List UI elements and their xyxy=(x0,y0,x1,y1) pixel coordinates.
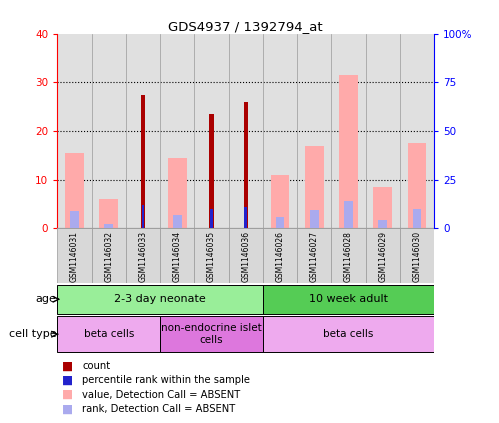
Text: count: count xyxy=(82,361,110,371)
Bar xyxy=(331,34,366,228)
Bar xyxy=(65,153,84,228)
Bar xyxy=(413,209,421,228)
Text: 10 week adult: 10 week adult xyxy=(309,294,388,304)
Text: 2-3 day neonate: 2-3 day neonate xyxy=(114,294,206,304)
Text: value, Detection Call = ABSENT: value, Detection Call = ABSENT xyxy=(82,390,241,400)
Text: GSM1146028: GSM1146028 xyxy=(344,231,353,282)
Bar xyxy=(331,228,366,283)
Text: cell type: cell type xyxy=(9,329,57,339)
Text: GSM1146030: GSM1146030 xyxy=(413,231,422,282)
Bar xyxy=(263,316,434,352)
Text: GSM1146033: GSM1146033 xyxy=(139,231,148,282)
Bar xyxy=(126,34,160,228)
Bar xyxy=(173,215,182,228)
Text: beta cells: beta cells xyxy=(83,329,134,339)
Text: rank, Detection Call = ABSENT: rank, Detection Call = ABSENT xyxy=(82,404,236,414)
Bar xyxy=(276,217,284,228)
Text: GSM1146032: GSM1146032 xyxy=(104,231,113,282)
Text: beta cells: beta cells xyxy=(323,329,374,339)
Bar xyxy=(142,205,144,228)
Bar xyxy=(57,285,263,313)
Bar xyxy=(126,228,160,283)
Bar xyxy=(195,34,229,228)
Text: GSM1146034: GSM1146034 xyxy=(173,231,182,282)
Bar xyxy=(310,210,318,228)
Text: GSM1146036: GSM1146036 xyxy=(241,231,250,282)
Bar xyxy=(210,209,213,228)
Bar xyxy=(229,228,263,283)
Text: GSM1146035: GSM1146035 xyxy=(207,231,216,282)
Bar xyxy=(160,34,195,228)
Bar xyxy=(408,143,427,228)
Bar xyxy=(244,102,248,228)
Text: GSM1146031: GSM1146031 xyxy=(70,231,79,282)
Bar xyxy=(229,34,263,228)
Bar xyxy=(339,75,358,228)
Bar xyxy=(70,211,79,228)
Text: ■: ■ xyxy=(62,388,73,401)
Bar xyxy=(160,228,195,283)
Text: ■: ■ xyxy=(62,374,73,387)
Bar xyxy=(92,228,126,283)
Text: ■: ■ xyxy=(62,403,73,415)
Bar xyxy=(263,34,297,228)
Text: GSM1146029: GSM1146029 xyxy=(378,231,387,282)
Bar xyxy=(400,228,434,283)
Bar xyxy=(263,285,434,313)
Text: non-endocrine islet
cells: non-endocrine islet cells xyxy=(161,323,262,345)
Bar xyxy=(245,207,247,228)
Bar xyxy=(297,34,331,228)
Bar xyxy=(305,146,324,228)
Bar xyxy=(366,34,400,228)
Bar xyxy=(195,228,229,283)
Bar xyxy=(344,201,353,228)
Bar xyxy=(57,316,160,352)
Bar xyxy=(57,34,92,228)
Bar xyxy=(366,228,400,283)
Bar xyxy=(92,34,126,228)
Text: percentile rank within the sample: percentile rank within the sample xyxy=(82,375,250,385)
Text: ■: ■ xyxy=(62,360,73,372)
Bar xyxy=(270,175,289,228)
Bar xyxy=(373,187,392,228)
Bar xyxy=(104,223,113,228)
Title: GDS4937 / 1392794_at: GDS4937 / 1392794_at xyxy=(169,20,323,33)
Bar xyxy=(141,95,145,228)
Bar xyxy=(297,228,331,283)
Text: GSM1146027: GSM1146027 xyxy=(310,231,319,282)
Bar xyxy=(400,34,434,228)
Bar xyxy=(57,228,92,283)
Bar xyxy=(263,228,297,283)
Text: age: age xyxy=(36,294,57,304)
Bar xyxy=(168,158,187,228)
Bar xyxy=(160,316,263,352)
Text: GSM1146026: GSM1146026 xyxy=(275,231,284,282)
Bar xyxy=(378,220,387,228)
Bar xyxy=(99,199,118,228)
Bar xyxy=(210,114,214,228)
